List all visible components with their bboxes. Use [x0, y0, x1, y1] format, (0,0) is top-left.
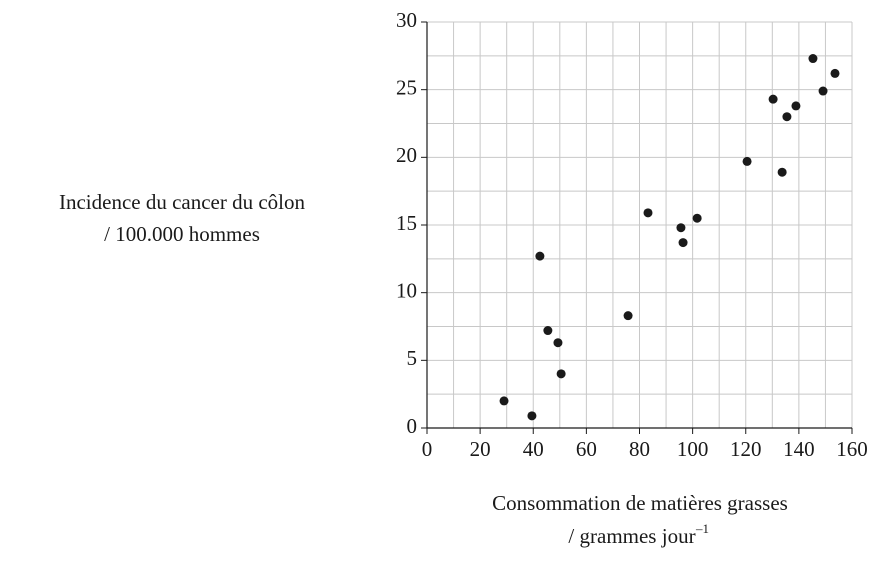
point — [535, 251, 545, 261]
x-axis-label: / grammes jour — [568, 524, 695, 548]
x-axis-label-superscript: –1 — [695, 521, 709, 536]
point — [678, 238, 688, 248]
x-tick-label: 140 — [783, 437, 815, 461]
point — [742, 156, 752, 166]
x-tick-label: 160 — [836, 437, 868, 461]
point — [527, 411, 537, 421]
point — [768, 94, 778, 104]
point — [818, 86, 828, 96]
point — [543, 326, 553, 336]
y-tick-label: 5 — [407, 346, 418, 370]
y-tick-label: 0 — [407, 414, 418, 438]
y-tick-label: 25 — [396, 75, 417, 99]
x-tick-label: 0 — [422, 437, 433, 461]
y-tick-label: 30 — [396, 8, 417, 32]
point — [676, 223, 686, 233]
x-tick-label: 20 — [470, 437, 491, 461]
point — [692, 213, 702, 223]
point — [791, 101, 801, 111]
y-axis-label: Incidence du cancer du côlon — [59, 190, 306, 214]
point — [553, 338, 563, 348]
y-tick-label: 20 — [396, 143, 417, 167]
y-axis-label: / 100.000 hommes — [104, 222, 260, 246]
point — [782, 112, 792, 122]
x-axis-label: Consommation de matières grasses — [492, 491, 788, 515]
point — [830, 68, 840, 78]
x-tick-label: 80 — [629, 437, 650, 461]
x-tick-label: 60 — [576, 437, 597, 461]
x-tick-label: 40 — [523, 437, 544, 461]
point — [623, 311, 633, 321]
point — [777, 167, 787, 177]
y-tick-label: 10 — [396, 278, 417, 302]
x-tick-label: 100 — [677, 437, 709, 461]
point — [499, 396, 509, 406]
point — [556, 369, 566, 379]
y-tick-label: 15 — [396, 211, 417, 235]
x-tick-label: 120 — [730, 437, 762, 461]
point — [808, 54, 818, 64]
point — [643, 208, 653, 218]
